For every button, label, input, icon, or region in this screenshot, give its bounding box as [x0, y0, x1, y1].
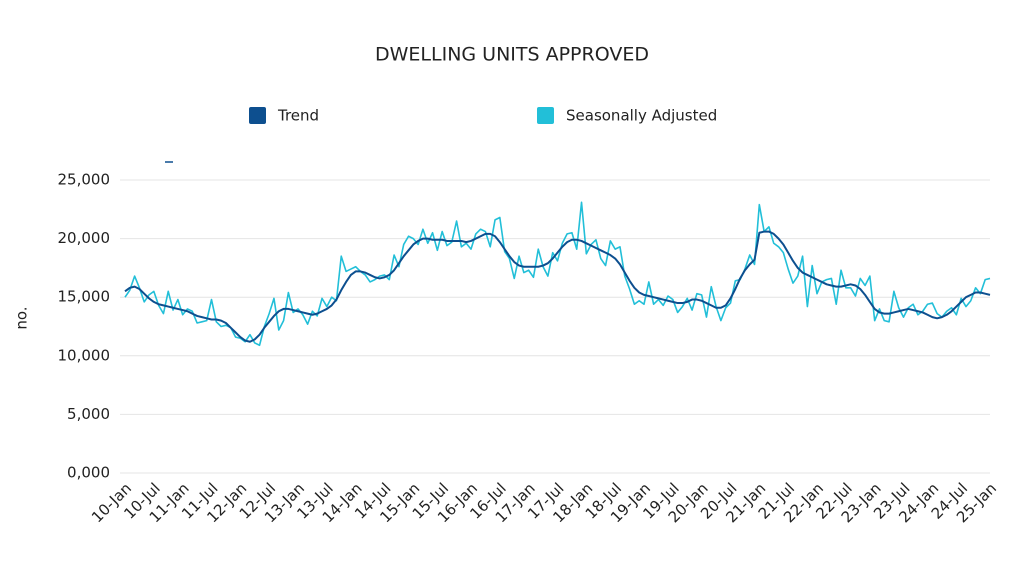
chart-title: DWELLING UNITS APPROVED [375, 44, 649, 66]
legend-label: Trend [277, 107, 319, 125]
y-tick-label: 20,000 [58, 229, 111, 247]
series-line [124, 230, 991, 343]
y-tick-label: 25,000 [58, 171, 111, 189]
series-line [124, 201, 991, 347]
y-tick-label: 0,000 [67, 464, 110, 482]
legend-label: Seasonally Adjusted [566, 107, 717, 125]
y-tick-label: 10,000 [58, 346, 111, 364]
y-tick-label: 5,000 [67, 405, 110, 423]
legend-swatch [537, 107, 554, 124]
legend-swatch [249, 107, 266, 124]
y-axis-label: no. [13, 306, 31, 329]
y-tick-label: 15,000 [58, 288, 111, 306]
